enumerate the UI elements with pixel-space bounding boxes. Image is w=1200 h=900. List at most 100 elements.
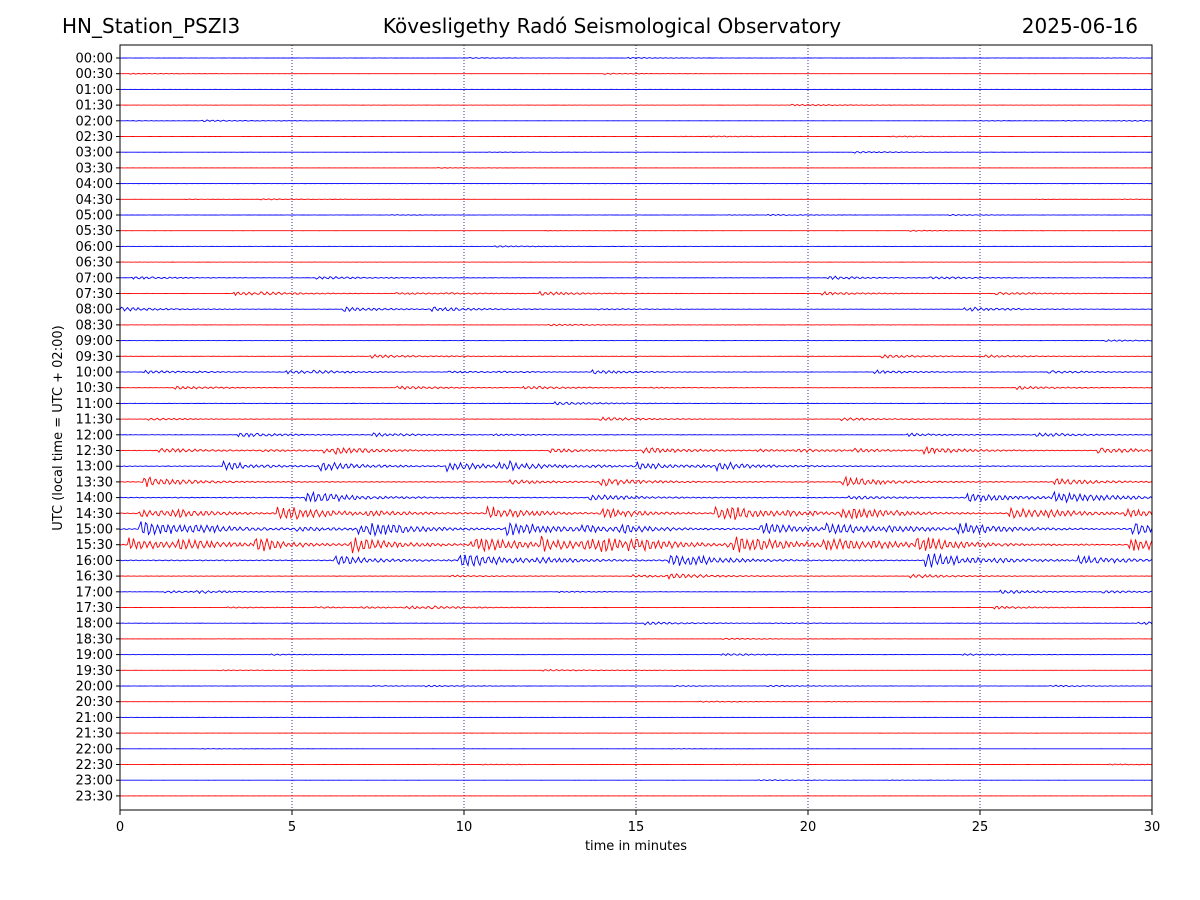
seismic-trace-1330: [119, 475, 1153, 488]
y-tick-label: 09:00: [76, 334, 113, 349]
y-tick-label: 11:30: [76, 413, 113, 428]
seismic-trace-0830: [119, 323, 1153, 327]
y-tick-label: 21:00: [76, 711, 113, 726]
y-tick-label: 23:30: [76, 789, 113, 804]
y-tick-label: 07:30: [76, 287, 113, 302]
x-tick-label: 30: [1144, 820, 1161, 835]
y-tick-label: 02:00: [76, 114, 113, 129]
seismic-trace-0000: [119, 56, 1153, 60]
y-tick-label: 10:00: [76, 366, 113, 381]
seismic-trace-0030: [119, 72, 1153, 75]
y-tick-label: 13:00: [76, 460, 113, 475]
y-tick-label: 08:00: [76, 303, 113, 318]
x-tick-label: 15: [628, 820, 645, 835]
seismic-trace-0730: [119, 290, 1153, 297]
y-tick-label: 00:30: [76, 67, 113, 82]
y-tick-label: 14:30: [76, 507, 113, 522]
grid-layer: [291, 45, 981, 810]
seismic-trace-1000: [119, 369, 1153, 375]
y-tick-label: 04:00: [76, 177, 113, 192]
seismic-trace-0500: [119, 213, 1153, 217]
y-tick-label: 01:30: [76, 99, 113, 114]
y-tick-label: 04:30: [76, 193, 113, 208]
seismic-trace-1430: [119, 505, 1153, 521]
seismic-trace-1730: [119, 605, 1153, 610]
y-tick-label: 14:00: [76, 491, 113, 506]
seismic-trace-0330: [119, 167, 1153, 169]
y-tick-label: 06:00: [76, 240, 113, 255]
seismic-trace-1130: [119, 416, 1153, 422]
y-tick-label: 17:30: [76, 601, 113, 616]
y-tick-label: 12:30: [76, 444, 113, 459]
seismic-trace-2300: [119, 779, 1153, 782]
seismic-trace-1800: [119, 621, 1153, 626]
seismic-trace-0530: [120, 229, 1153, 232]
seismic-trace-1200: [119, 432, 1153, 438]
plot-frame: [119, 44, 1153, 811]
seismic-trace-1030: [119, 385, 1153, 391]
seismic-trace-1600: [119, 552, 1153, 568]
y-tick-label: 22:30: [76, 758, 113, 773]
y-tick-label: 17:00: [76, 585, 113, 600]
y-tick-label: 18:30: [76, 632, 113, 647]
y-tick-label: 18:00: [76, 617, 113, 632]
seismic-trace-1700: [119, 589, 1153, 595]
y-tick-label: 16:00: [76, 554, 113, 569]
seismic-trace-1630: [119, 573, 1153, 581]
seismic-trace-2030: [119, 700, 1153, 703]
y-tick-label: 12:00: [76, 428, 113, 443]
y-tick-label: 03:30: [76, 161, 113, 176]
y-tick-label: 10:30: [76, 381, 113, 396]
seismic-trace-1930: [119, 668, 1153, 672]
y-tick-label: 00:00: [76, 52, 113, 67]
y-tick-label: 11:00: [76, 397, 113, 412]
y-tick-label: 07:00: [76, 271, 113, 286]
station-name: HN_Station_PSZI3: [62, 14, 241, 38]
y-tick-label: 01:00: [76, 83, 113, 98]
seismic-trace-1500: [119, 521, 1153, 537]
y-tick-label: 03:00: [76, 146, 113, 161]
x-tick-label: 5: [288, 820, 296, 835]
seismic-trace-1530: [119, 535, 1153, 554]
x-tick-label: 10: [456, 820, 473, 835]
seismic-trace-2230: [119, 763, 1153, 766]
x-axis-label: time in minutes: [585, 839, 687, 854]
y-tick-label: 19:30: [76, 664, 113, 679]
observatory-title: Kövesligethy Radó Seismological Observat…: [382, 14, 842, 38]
y-tick-label: 19:00: [76, 648, 113, 663]
x-tick-label: 0: [116, 820, 124, 835]
seismic-trace-1230: [119, 445, 1153, 456]
seismic-trace-0300: [119, 151, 1153, 154]
seismic-trace-1300: [119, 459, 1153, 473]
y-tick-label: 22:00: [76, 742, 113, 757]
y-tick-label: 02:30: [76, 130, 113, 145]
seismic-trace-1400: [119, 490, 1153, 504]
y-tick-label: 05:00: [76, 209, 113, 224]
y-axis-label: UTC (local time = UTC + 02:00): [51, 325, 66, 530]
seismic-trace-0800: [119, 306, 1153, 313]
seismic-trace-1830: [119, 637, 1153, 641]
seismic-trace-0700: [119, 275, 1153, 281]
seismic-trace-0200: [119, 119, 1153, 123]
x-tick-label: 20: [800, 820, 817, 835]
seismic-trace-0130: [119, 103, 1152, 107]
y-tick-label: 05:30: [76, 224, 113, 239]
y-tick-label: 08:30: [76, 318, 113, 333]
y-tick-label: 13:30: [76, 475, 113, 490]
y-tick-label: 15:00: [76, 523, 113, 538]
seismic-trace-1900: [119, 653, 1153, 656]
y-tick-label: 09:30: [76, 350, 113, 365]
y-tick-label: 23:00: [76, 774, 113, 789]
y-tick-label: 20:00: [76, 680, 113, 695]
seismic-trace-1100: [119, 401, 1153, 406]
seismic-trace-0230: [119, 135, 1152, 138]
x-tick-label: 25: [972, 820, 989, 835]
y-tick-label: 21:30: [76, 727, 113, 742]
seismic-trace-0900: [119, 339, 1153, 342]
traces-layer: [119, 56, 1153, 797]
plot-date: 2025-06-16: [1021, 14, 1138, 38]
y-tick-label: 16:30: [76, 570, 113, 585]
seismic-trace-0430: [119, 198, 1153, 201]
seismic-trace-0930: [119, 353, 1153, 359]
